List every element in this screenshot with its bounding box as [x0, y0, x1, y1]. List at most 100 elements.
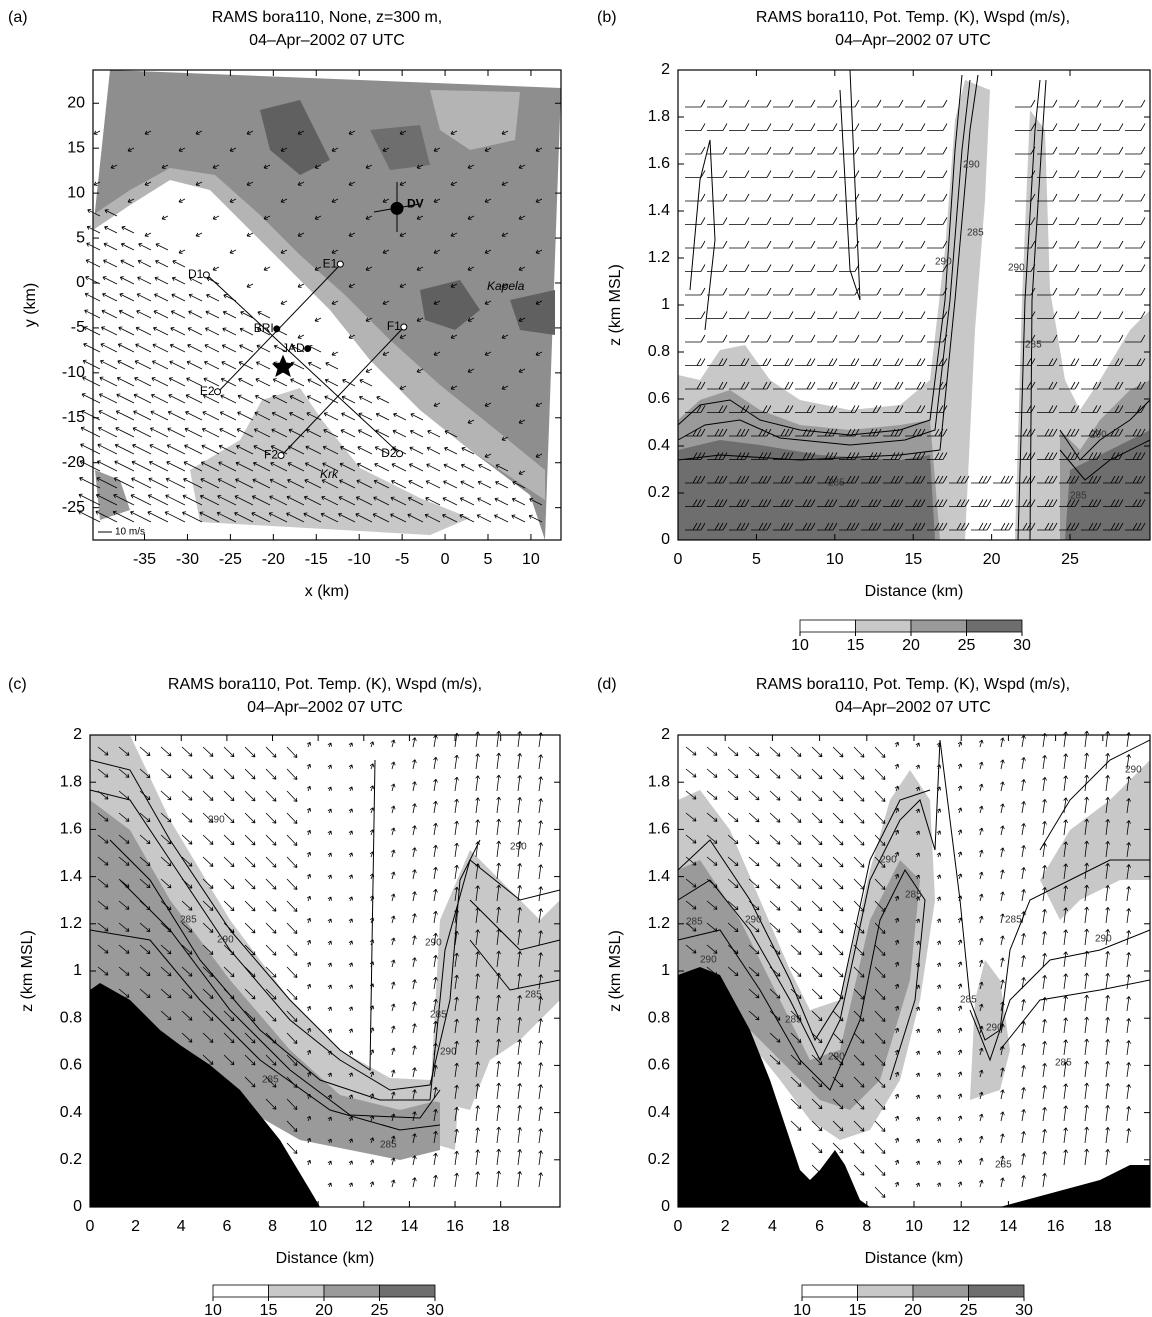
wind-vector	[832, 1120, 844, 1132]
wind-vector	[475, 1149, 480, 1166]
wind-vector	[373, 496, 390, 506]
y-tick-label: 1.6	[648, 821, 670, 838]
wind-vector	[1042, 1150, 1047, 1166]
wind-vector	[1084, 1016, 1089, 1034]
wind-vector	[160, 944, 172, 955]
wind-vector	[874, 1010, 886, 1022]
wind-vector	[348, 764, 353, 770]
wind-vector	[152, 343, 169, 353]
wind-vector	[83, 326, 101, 336]
wind-vector	[853, 1164, 865, 1176]
wind-vector	[181, 878, 193, 889]
wind-barb	[1081, 334, 1102, 343]
wind-vector	[433, 1064, 438, 1078]
y-tick-label: 1.8	[648, 108, 670, 125]
wind-vector	[246, 130, 254, 135]
wind-vector	[348, 1160, 353, 1166]
wind-vector	[139, 812, 151, 823]
contour-label: 290	[745, 915, 762, 926]
wind-vector	[517, 907, 522, 924]
wind-vector	[375, 412, 390, 421]
wind-vector	[286, 790, 298, 802]
wind-vector	[874, 746, 886, 758]
wind-vector	[78, 510, 101, 523]
contour-label: 285	[905, 890, 922, 901]
wind-vector	[832, 1054, 844, 1066]
y-tick-label: 2	[661, 61, 670, 78]
wind-vector	[151, 377, 169, 387]
wind-vector	[517, 797, 522, 814]
wind-vector	[811, 856, 823, 868]
wind-vector	[475, 797, 480, 814]
colorbar-tick-label: 10	[204, 1302, 222, 1317]
wind-vector	[467, 317, 475, 322]
wind-barb	[905, 240, 926, 249]
wind-vector	[1126, 886, 1131, 902]
contour-label: 290	[510, 842, 527, 853]
wind-barb	[1037, 240, 1058, 249]
x-tick-label: -10	[348, 551, 371, 568]
wind-vector	[1063, 1149, 1068, 1166]
wind-barb	[1037, 405, 1058, 413]
wind-vector	[160, 1010, 172, 1021]
wind-barb	[839, 99, 860, 108]
wind-vector	[501, 232, 509, 237]
wind-vector	[1000, 847, 1005, 858]
wind-vector	[81, 409, 101, 421]
wind-vector	[118, 309, 135, 319]
wind-vector	[265, 746, 277, 758]
wind-barb	[905, 475, 926, 484]
wind-vector	[706, 768, 718, 778]
wind-barb	[883, 452, 904, 460]
wind-vector	[202, 746, 214, 757]
wind-vector	[1063, 951, 1068, 968]
wind-vector	[936, 808, 941, 814]
wind-vector	[874, 944, 886, 956]
colorbar-segment	[799, 619, 856, 633]
wind-barb	[751, 381, 772, 390]
wind-vector	[382, 147, 390, 152]
wind-vector	[1063, 1039, 1068, 1056]
wind-vector	[306, 1137, 312, 1144]
wind-vector	[399, 232, 407, 237]
wind-vector	[874, 1054, 886, 1066]
wind-vector	[327, 962, 332, 968]
wind-barb	[817, 240, 838, 249]
wind-vector	[915, 1072, 920, 1078]
wind-barb	[707, 475, 728, 484]
wind-vector	[102, 292, 118, 302]
wind-vector	[1084, 1038, 1089, 1056]
wind-vector	[1084, 818, 1089, 836]
wind-vector	[427, 429, 441, 438]
wind-vector	[291, 344, 305, 353]
wind-vector	[978, 1179, 984, 1188]
wind-vector	[221, 344, 237, 353]
wind-vector	[327, 874, 332, 880]
wind-vector	[268, 512, 288, 523]
y-tick-label: 0.2	[648, 1151, 670, 1168]
wind-vector	[1126, 754, 1131, 770]
wind-vector	[118, 768, 130, 778]
colorbar-tick-label: 25	[960, 1302, 978, 1317]
wind-vector	[1126, 842, 1131, 858]
wind-barb	[949, 522, 970, 531]
wind-vector	[327, 984, 332, 990]
wind-vector	[1021, 1131, 1026, 1144]
wind-vector	[1126, 798, 1131, 814]
wind-vector	[416, 368, 424, 373]
wind-barb	[707, 123, 728, 131]
wind-vector	[412, 1111, 417, 1122]
wind-barb	[927, 428, 948, 437]
wind-barb	[685, 99, 706, 108]
wind-vector	[811, 1032, 823, 1044]
wind-vector	[528, 514, 543, 523]
wind-vector	[450, 232, 458, 237]
wind-vector	[1105, 995, 1110, 1012]
wind-vector	[1000, 803, 1005, 814]
wind-vector	[433, 866, 438, 880]
wind-vector	[957, 983, 963, 990]
wind-vector	[201, 427, 220, 438]
wind-barb	[1125, 358, 1146, 366]
wind-vector	[1021, 845, 1026, 858]
